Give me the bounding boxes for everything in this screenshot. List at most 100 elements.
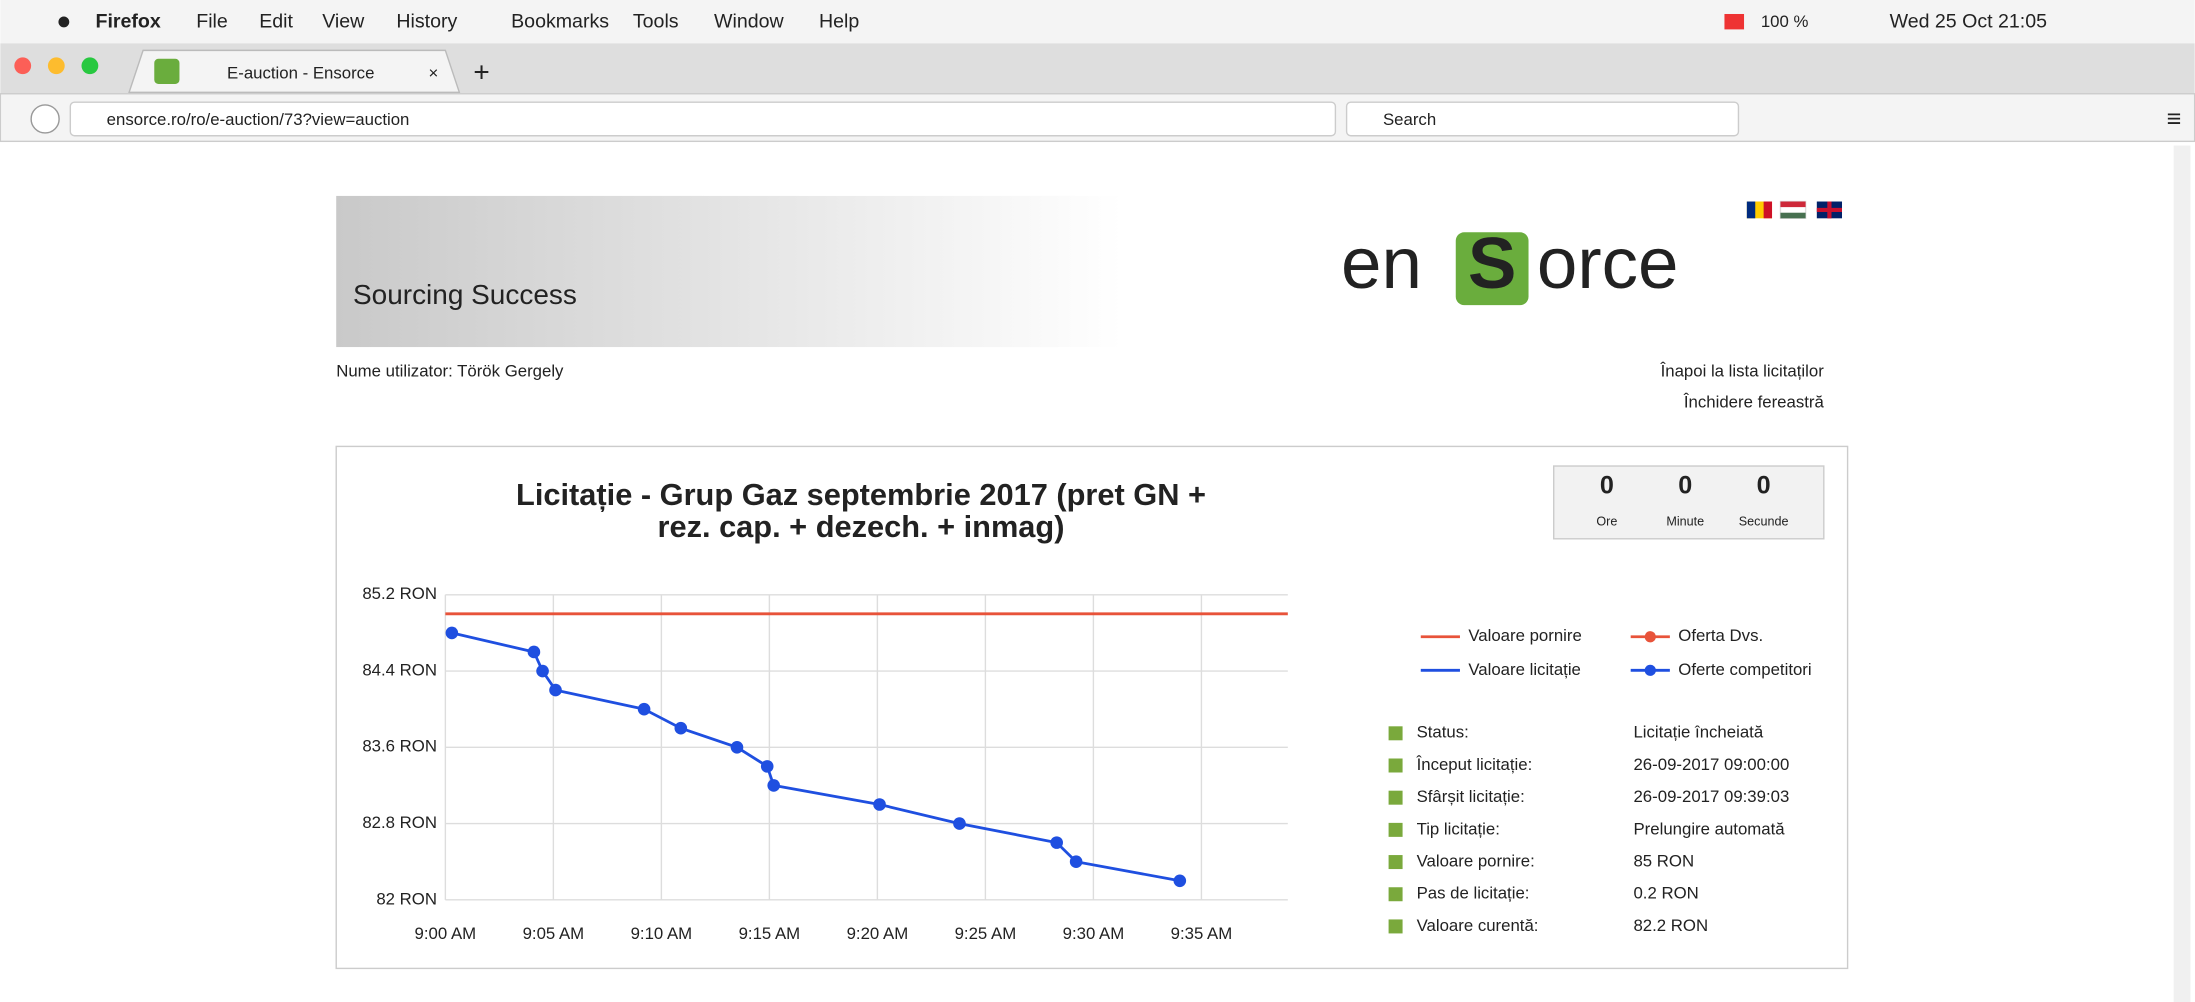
timer-box — [1553, 465, 1825, 540]
data-point — [767, 779, 781, 792]
y-tick-label: 83.6 RON — [362, 737, 437, 756]
user-name: Nume utilizator: Török Gergely — [336, 362, 564, 381]
bullet — [1388, 726, 1403, 741]
data-point — [730, 741, 744, 754]
x-tick-label: 9:30 AM — [1063, 924, 1125, 943]
new-tab[interactable]: + — [473, 57, 489, 88]
menu-item[interactable]: Bookmarks — [511, 11, 609, 33]
close-button[interactable] — [14, 57, 32, 75]
battery: 100 % — [1761, 12, 1809, 31]
logo-right: orce — [1537, 223, 1679, 304]
legend-marker — [1644, 664, 1656, 676]
legend-label: Oferte competitori — [1678, 660, 1811, 679]
legend-label: Valoare pornire — [1468, 626, 1582, 645]
flag-ro-blue — [1746, 201, 1756, 219]
menu-item[interactable]: Edit — [259, 11, 293, 33]
flag-uk-cross — [1816, 201, 1843, 219]
zoom-button[interactable] — [81, 57, 99, 75]
data-point — [536, 664, 549, 678]
slogan: Sourcing Success — [353, 279, 577, 310]
logo-left: en — [1341, 223, 1422, 304]
info-value: 85 RON — [1633, 851, 1694, 870]
close-link[interactable]: Închidere fereastră — [1683, 392, 1825, 411]
data-point — [760, 760, 774, 773]
timer-label: Secunde — [1739, 514, 1789, 528]
x-tick-label: 9:00 AM — [415, 924, 477, 943]
data-point — [445, 626, 459, 640]
flag-hu-red — [1780, 201, 1806, 208]
chart: 85.2 RON 84.4 RON 83.6 RON 82.8 RON 82 RON 9:… — [362, 584, 1811, 943]
timer-label: Ore — [1596, 514, 1617, 528]
logo-s: S — [1468, 223, 1517, 304]
minimize-button[interactable] — [47, 57, 65, 75]
info-label: Valoare curentă: — [1417, 916, 1539, 935]
legend-marker — [1644, 631, 1656, 643]
flag-icon — [1724, 13, 1745, 30]
info-label: Tip licitație: — [1417, 819, 1500, 838]
info-label: Început licitație: — [1416, 755, 1533, 774]
data-point — [637, 702, 651, 716]
timer-value: 0 — [1757, 472, 1771, 500]
info-label: Valoare pornire: — [1417, 851, 1535, 870]
y-tick-label: 85.2 RON — [362, 584, 437, 603]
flag-hu-green — [1780, 212, 1806, 219]
menu-button[interactable]: ≡ — [2167, 105, 2182, 133]
bullet — [1388, 822, 1403, 837]
x-tick-label: 9:10 AM — [631, 924, 693, 943]
banner — [336, 195, 1123, 348]
bullet — [1388, 758, 1403, 773]
info-value: 26-09-2017 09:00:00 — [1633, 755, 1789, 774]
chart-title: Licitație - Grup Gaz septembrie 2017 (pr… — [516, 477, 1206, 512]
timer-value: 0 — [1678, 472, 1692, 500]
url-field[interactable] — [69, 101, 1337, 137]
app-name[interactable]: Firefox — [95, 11, 160, 33]
data-point — [527, 645, 541, 659]
menu-item[interactable]: Window — [714, 11, 784, 33]
x-tick-label: 9:25 AM — [955, 924, 1017, 943]
timer-label: Minute — [1666, 514, 1704, 528]
bullet — [1388, 887, 1403, 902]
apple-icon[interactable]: ● — [56, 7, 71, 35]
menu-item[interactable]: History — [396, 11, 457, 33]
x-tick-label: 9:20 AM — [847, 924, 909, 943]
data-point — [674, 721, 688, 735]
url[interactable]: ensorce.ro/ro/e-auction/73?view=auction — [107, 110, 410, 129]
tab[interactable] — [128, 49, 461, 94]
search-field[interactable] — [1345, 101, 1740, 137]
data-point — [953, 817, 966, 830]
favicon — [154, 58, 180, 84]
data-point — [1069, 855, 1083, 869]
info-value: 82.2 RON — [1633, 916, 1708, 935]
legend-label: Oferta Dvs. — [1678, 626, 1763, 645]
bullet — [1388, 790, 1403, 805]
back-button[interactable] — [30, 104, 60, 134]
data-point — [549, 683, 562, 697]
menu-item[interactable]: View — [322, 11, 365, 33]
info-label: Pas de licitație: — [1417, 884, 1530, 903]
y-tick-label: 82.8 RON — [362, 813, 437, 832]
timer-value: 0 — [1600, 472, 1614, 500]
chart-title: rez. cap. + dezech. + inmag) — [658, 509, 1065, 544]
info-value: Licitație încheiată — [1633, 723, 1763, 742]
x-tick-label: 9:15 AM — [739, 924, 801, 943]
data-point — [1050, 836, 1063, 849]
info-value: 0.2 RON — [1633, 884, 1698, 903]
menu-item[interactable]: Tools — [633, 11, 679, 33]
clock: Wed 25 Oct 21:05 — [1890, 11, 2048, 33]
scrollbar — [2173, 145, 2191, 1002]
tab-title[interactable]: E-auction - Ensorce — [227, 64, 374, 83]
back-link[interactable]: Înapoi la lista licitaților — [1660, 362, 1825, 381]
logo-box — [1455, 232, 1529, 306]
search-placeholder[interactable]: Search — [1383, 110, 1436, 129]
info-label: Sfârșit licitație: — [1417, 787, 1525, 806]
bullet — [1388, 855, 1403, 870]
menu-item[interactable]: Help — [819, 11, 859, 33]
legend-label: Valoare licitație — [1468, 660, 1581, 679]
bullet — [1388, 919, 1403, 934]
menu-item[interactable]: File — [196, 11, 228, 33]
y-tick-label: 84.4 RON — [362, 660, 437, 679]
tab-close[interactable]: × — [429, 64, 439, 83]
x-tick-label: 9:05 AM — [523, 924, 585, 943]
